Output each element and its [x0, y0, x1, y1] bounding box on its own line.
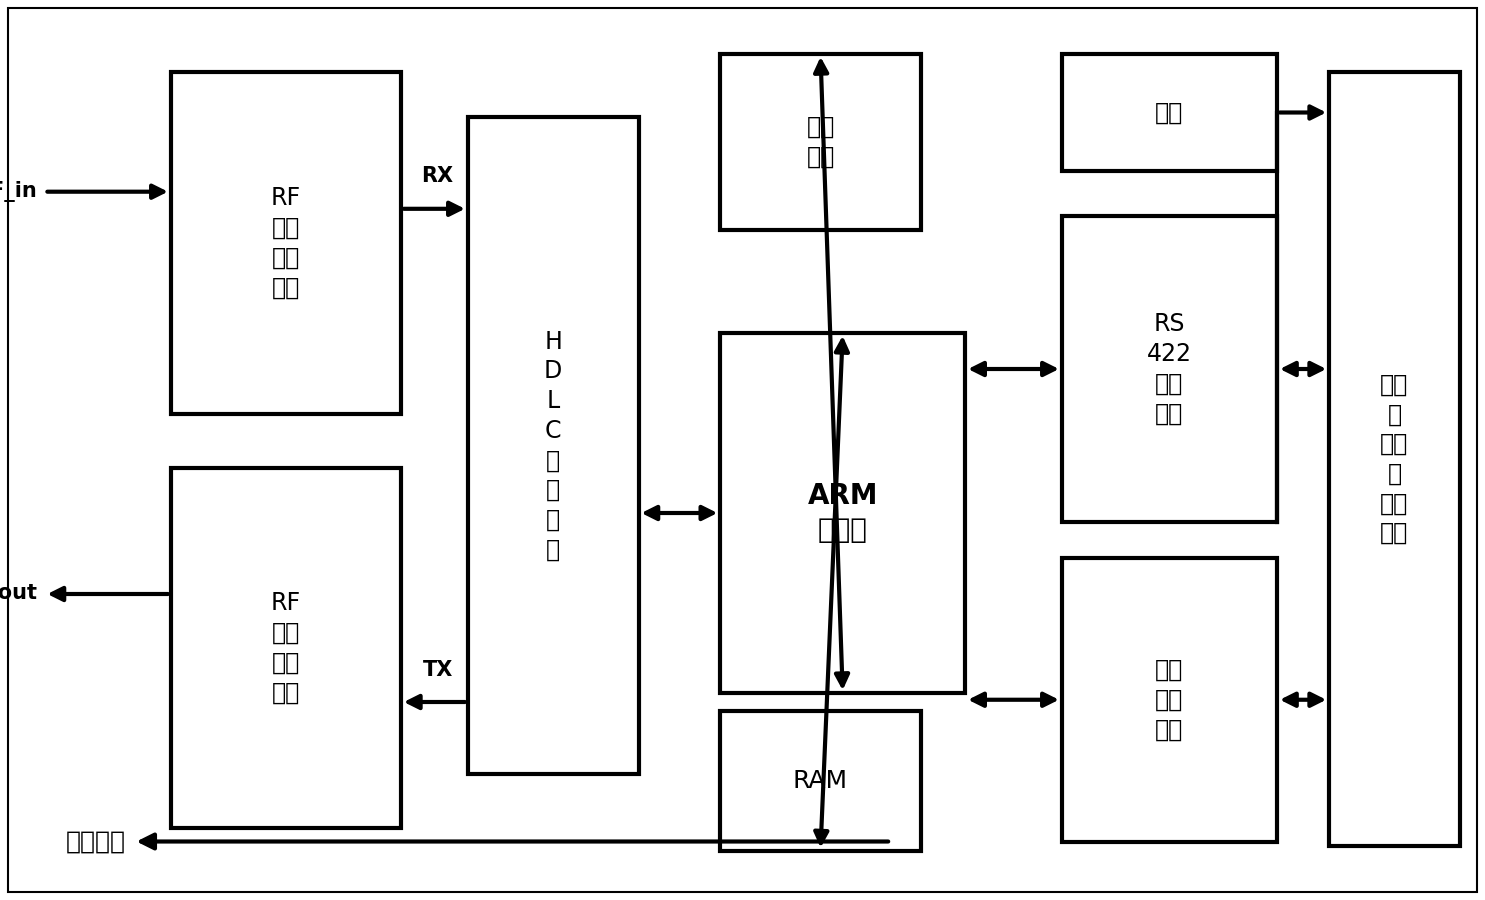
- Bar: [1062, 216, 1277, 522]
- Bar: [1329, 72, 1460, 846]
- Text: RF_out: RF_out: [0, 583, 37, 605]
- Text: RF
集成
接收
电路: RF 集成 接收 电路: [270, 186, 301, 300]
- Text: RS
422
通讯
接口: RS 422 通讯 接口: [1146, 312, 1192, 426]
- Text: 电源
、
通讯
和
安全
认证: 电源 、 通讯 和 安全 认证: [1380, 373, 1409, 545]
- Text: TX: TX: [423, 660, 453, 680]
- Text: 地感
接口: 地感 接口: [806, 115, 835, 168]
- Bar: [468, 117, 639, 774]
- Text: RF_in: RF_in: [0, 181, 37, 202]
- Text: 波控指令: 波控指令: [67, 830, 126, 853]
- Text: RAM: RAM: [793, 769, 848, 793]
- Bar: [720, 54, 921, 230]
- Text: RF
集成
发射
电路: RF 集成 发射 电路: [270, 591, 301, 705]
- Text: RX: RX: [420, 166, 453, 186]
- Bar: [171, 72, 401, 414]
- Text: 电源: 电源: [1155, 101, 1184, 124]
- Bar: [1062, 54, 1277, 171]
- Text: 安全
认证
接口: 安全 认证 接口: [1155, 658, 1184, 742]
- Bar: [1062, 558, 1277, 842]
- Bar: [720, 711, 921, 850]
- Bar: [171, 468, 401, 828]
- Text: H
D
L
C
通
讯
接
口: H D L C 通 讯 接 口: [544, 329, 563, 562]
- Bar: [720, 333, 965, 693]
- Text: ARM
处理器: ARM 处理器: [808, 482, 878, 544]
